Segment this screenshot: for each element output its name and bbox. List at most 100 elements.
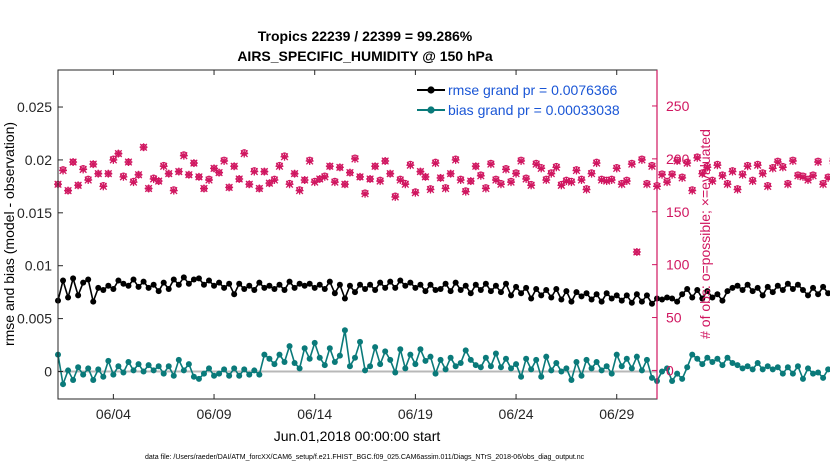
obs-evaluated-point [386,169,395,178]
rmse-point [548,294,555,301]
obs-evaluated-point [637,155,646,164]
obs-evaluated-point [84,176,93,184]
plot-area [54,70,830,399]
y-left-tick-label: 0.005 [17,311,52,327]
bias-point [321,362,328,369]
rmse-point [402,282,409,289]
bias-point [638,367,645,374]
obs-evaluated-point [235,175,244,183]
obs-evaluated-point [270,176,279,184]
bias-point [180,367,187,374]
obs-evaluated-point [537,164,546,173]
y-right-tick-label: 250 [666,98,690,114]
obs-evaluated-point [411,188,420,197]
obs-evaluated-point [174,167,183,176]
obs-evaluated-point [215,168,224,177]
rmse-point [276,281,283,288]
obs-evaluated-point [713,161,722,170]
bias-point [362,367,369,374]
rmse-point [533,285,540,292]
obs-evaluated-point [194,172,203,181]
rmse-point [502,280,509,287]
rmse-point [825,290,830,297]
obs-evaluated-point [527,181,536,190]
obs-evaluated-point [144,184,153,193]
rmse-point [784,280,791,287]
obs-evaluated-point [184,170,193,179]
rmse-point [734,282,741,289]
rmse-point [372,287,379,294]
obs-evaluated-point [320,172,329,181]
y-left-tick-label: 0.025 [17,99,52,115]
bias-point [603,363,610,370]
obs-evaluated-point [632,247,641,256]
bias-point [291,360,298,367]
obs-evaluated-point [663,178,672,187]
rmse-point [724,288,731,295]
obs-evaluated-point [220,157,229,165]
bias-point [502,355,509,362]
rmse-point [623,292,630,299]
rmse-point [820,283,827,290]
rmse-point [583,290,590,297]
bias-point [160,370,167,377]
bias-point [618,363,625,370]
rmse-point [231,291,238,298]
rmse-point [100,287,107,294]
rmse-point [553,285,560,292]
obs-evaluated-point [245,180,254,189]
obs-evaluated-point [461,187,470,196]
obs-evaluated-point [648,162,656,171]
rmse-point [241,285,248,292]
obs-evaluated-point [290,169,299,178]
obs-evaluated-point [547,169,556,178]
rmse-point [528,295,535,302]
bias-point [407,351,414,358]
rmse-point [140,278,147,285]
bias-point [664,365,671,372]
rmse-point [251,287,258,294]
obs-evaluated-point [788,157,797,165]
rmse-point [316,281,323,288]
rmse-point [709,294,716,301]
obs-evaluated-point [119,172,128,181]
obs-evaluated-point [814,158,823,166]
obs-evaluated-point [678,173,687,182]
rmse-point [351,289,358,296]
obs-evaluated-point [582,185,591,194]
rmse-point [271,285,278,292]
rmse-point [805,292,812,299]
bias-point [528,366,535,373]
obs-evaluated-point [668,170,677,179]
obs-evaluated-point [708,177,717,186]
x-tick-label: 06/14 [297,406,332,422]
rmse-point [568,298,575,305]
bias-point [271,361,278,368]
obs-evaluated-point [466,177,475,186]
bias-point [155,363,162,370]
rmse-point [206,277,213,284]
rmse-point [810,284,817,291]
obs-evaluated-point [753,161,762,170]
bias-point [341,327,348,334]
obs-evaluated-point [114,149,123,158]
obs-evaluated-point [819,180,828,189]
chart-title: Tropics 22239 / 22399 = 99.286% [258,28,473,44]
y-right-tick-label: 100 [666,257,690,273]
bias-point [412,361,419,368]
rmse-point [779,287,786,294]
obs-evaluated-point [809,171,818,180]
obs-evaluated-point [104,169,113,178]
bias-point [563,365,570,372]
bias-point [427,353,434,360]
bias-point [95,366,102,373]
obs-evaluated-point [260,167,269,176]
rmse-point [195,275,202,282]
obs-evaluated-point [743,162,752,171]
rmse-point [432,287,439,294]
bias-point [497,364,504,371]
bias-point [447,354,454,361]
obs-evaluated-point [99,182,108,191]
bias-point [130,367,137,374]
obs-evaluated-point [94,169,103,178]
